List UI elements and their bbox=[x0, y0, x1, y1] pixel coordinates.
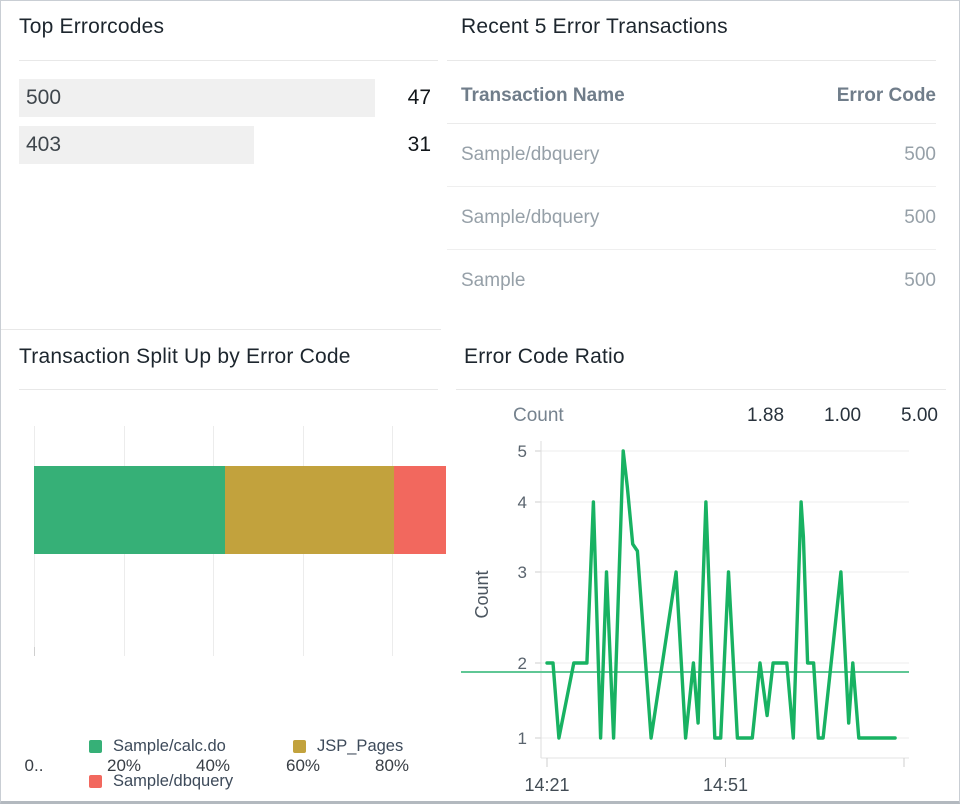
errorcode-label: 403 bbox=[26, 133, 62, 156]
legend-label: Sample/calc.do bbox=[113, 736, 226, 755]
transaction-split-title: Transaction Split Up by Error Code bbox=[19, 345, 351, 368]
error-code-cell: 500 bbox=[904, 207, 936, 228]
panel-error-code-ratio: Error Code Ratio Count 1.88 1.00 5.00 1 2… bbox=[447, 331, 960, 804]
errorcode-bar-row[interactable]: 500 47 bbox=[19, 79, 431, 117]
legend-swatch bbox=[89, 774, 102, 788]
stat-max: 5.00 bbox=[901, 405, 938, 426]
bar-segment-sample-calc-do[interactable] bbox=[34, 466, 226, 554]
title-divider bbox=[456, 389, 946, 390]
errorcode-value: 47 bbox=[407, 86, 431, 109]
x-axis-label: 20% bbox=[106, 756, 142, 775]
column-transaction-name: Transaction Name bbox=[461, 85, 625, 106]
stat-values: 1.88 1.00 5.00 bbox=[747, 405, 938, 427]
transaction-name-cell: Sample/dbquery bbox=[461, 144, 600, 165]
x-axis-label: 80% bbox=[374, 756, 410, 775]
axis-tick bbox=[34, 647, 35, 656]
legend-label: JSP_Pages bbox=[317, 736, 404, 755]
x-tick-label: 14:51 bbox=[703, 775, 748, 795]
recent-errors-title: Recent 5 Error Transactions bbox=[461, 15, 728, 38]
table-header-row: Transaction Name Error Code bbox=[447, 61, 936, 124]
title-divider bbox=[19, 60, 438, 61]
table-row[interactable]: Sample 500 bbox=[447, 250, 936, 312]
top-errorcodes-title: Top Errorcodes bbox=[19, 15, 165, 38]
x-axis-label: 60% bbox=[285, 756, 321, 775]
bar-segment-sample-dbquery[interactable] bbox=[393, 466, 446, 554]
stacked-bar[interactable] bbox=[34, 466, 446, 554]
panel-top-errorcodes: Top Errorcodes 500 47 403 31 bbox=[1, 1, 447, 329]
panel-transaction-split: Transaction Split Up by Error Code 0.. 20… bbox=[1, 331, 447, 801]
recent-errors-table: Transaction Name Error Code Sample/dbque… bbox=[447, 61, 936, 312]
legend-item[interactable]: Sample/calc.do bbox=[89, 737, 226, 755]
error-code-cell: 500 bbox=[904, 270, 936, 291]
y-axis-title: Count bbox=[472, 570, 492, 618]
legend-item[interactable]: JSP_Pages bbox=[293, 737, 403, 755]
errorcode-bar bbox=[19, 79, 375, 117]
count-series-line[interactable] bbox=[545, 449, 897, 740]
errorcode-bar bbox=[19, 126, 254, 164]
y-tick-label: 3 bbox=[518, 563, 527, 582]
y-tick-label: 5 bbox=[518, 442, 527, 461]
legend-swatch bbox=[293, 739, 306, 753]
errorcode-label: 500 bbox=[26, 86, 62, 109]
transaction-name-cell: Sample bbox=[461, 270, 526, 291]
stat-average: 1.88 bbox=[747, 405, 785, 426]
errorcode-bar-row[interactable]: 403 31 bbox=[19, 126, 431, 164]
panel-separator-line bbox=[1, 329, 441, 330]
bar-segment-jsp-pages[interactable] bbox=[225, 466, 394, 554]
ratio-stats-row: Count 1.88 1.00 5.00 bbox=[447, 403, 938, 429]
legend-item[interactable]: Sample/dbquery bbox=[89, 772, 233, 790]
errorcode-bar-list: 500 47 403 31 bbox=[19, 79, 431, 173]
column-error-code: Error Code bbox=[836, 85, 936, 106]
y-tick-label: 1 bbox=[518, 729, 527, 748]
x-axis-label: 0.. bbox=[24, 756, 44, 775]
title-divider bbox=[447, 60, 936, 61]
stacked-bar-chart[interactable] bbox=[1, 426, 447, 658]
x-axis-label: 40% bbox=[195, 756, 231, 775]
stat-count-label: Count bbox=[513, 405, 564, 426]
legend-swatch bbox=[89, 739, 102, 753]
error-code-cell: 500 bbox=[904, 144, 936, 165]
legend-label: Sample/dbquery bbox=[113, 771, 234, 790]
y-tick-label: 2 bbox=[518, 654, 527, 673]
stat-min: 1.00 bbox=[824, 405, 862, 426]
panel-recent-error-transactions: Recent 5 Error Transactions Transaction … bbox=[447, 1, 959, 329]
x-tick-label: 14:21 bbox=[524, 775, 569, 795]
title-divider bbox=[19, 389, 438, 390]
line-chart[interactable]: 1 2 3 4 5 Count 14:21 14:51 bbox=[447, 431, 960, 804]
table-row[interactable]: Sample/dbquery 500 bbox=[447, 187, 936, 250]
errorcode-value: 31 bbox=[407, 133, 431, 156]
error-ratio-title: Error Code Ratio bbox=[464, 345, 625, 368]
y-tick-label: 4 bbox=[518, 493, 527, 512]
table-body: Sample/dbquery 500 Sample/dbquery 500 Sample… bbox=[447, 124, 936, 312]
table-row[interactable]: Sample/dbquery 500 bbox=[447, 124, 936, 187]
transaction-name-cell: Sample/dbquery bbox=[461, 207, 600, 228]
stacked-bar-x-axis: 0.. 20% 40% 60% 80% bbox=[1, 756, 447, 780]
